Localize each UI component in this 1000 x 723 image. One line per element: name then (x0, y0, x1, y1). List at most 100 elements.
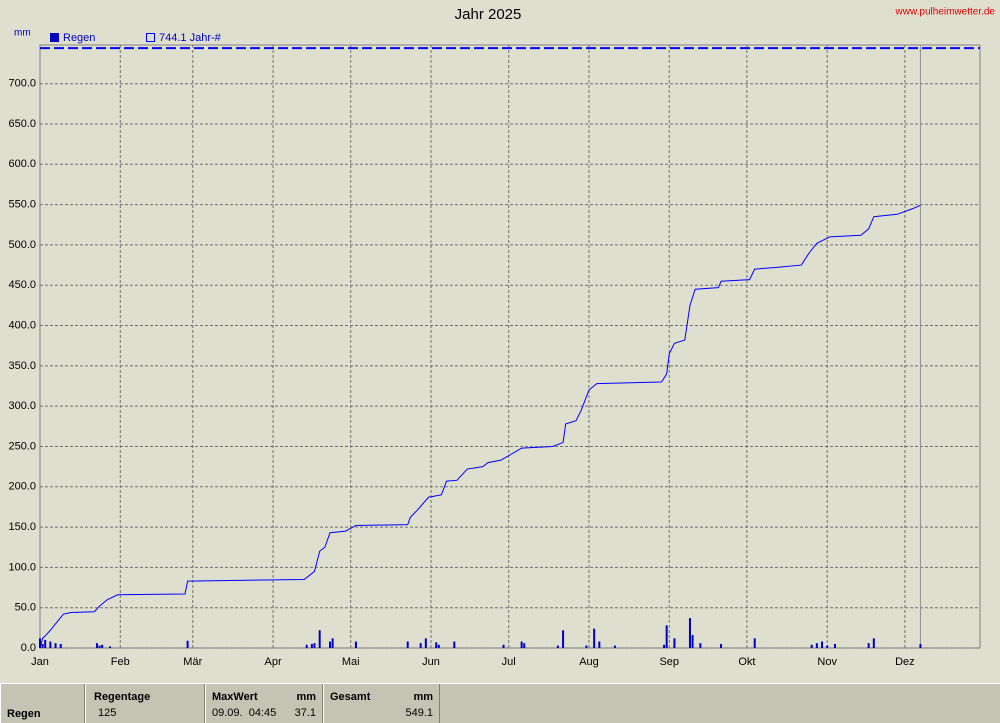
x-tick-label: Jul (502, 656, 516, 668)
legend-label: Regen (63, 32, 95, 44)
bar (54, 643, 57, 648)
unit: mm (413, 691, 433, 703)
source: www.pulheimwetter.de (895, 7, 996, 18)
bar (331, 638, 334, 648)
y-tick-label: 50.0 (15, 602, 36, 614)
bar (585, 645, 588, 648)
bar (406, 641, 409, 648)
bar (437, 644, 440, 648)
y-tick-label: 300.0 (8, 400, 36, 412)
bar (318, 630, 321, 648)
header: Gesamt (330, 691, 371, 703)
date: 09.09. 04:45 (212, 707, 277, 719)
bar (699, 643, 702, 648)
bar (435, 642, 438, 648)
legend-swatch (146, 33, 155, 42)
x-tick-label: Nov (817, 656, 837, 668)
row-label-cell: Regen (0, 684, 85, 723)
bar (453, 641, 456, 648)
x-tick-label: Apr (264, 656, 281, 668)
x-tick-label: Sep (659, 656, 679, 668)
header: Regentage (94, 691, 151, 703)
chart-title: Jahr 2025 (455, 6, 522, 23)
bar (821, 641, 824, 648)
bar (520, 641, 523, 648)
bar (502, 644, 505, 648)
bar (101, 644, 104, 648)
bar (424, 638, 427, 648)
bar (691, 635, 694, 648)
x-tick-label: Feb (111, 656, 130, 668)
bar (753, 638, 756, 648)
bar (305, 644, 308, 648)
bar (41, 643, 44, 648)
bar (872, 638, 875, 648)
bar (556, 645, 559, 648)
bar (598, 641, 601, 648)
bar (833, 643, 836, 648)
bar (329, 641, 332, 648)
y-tick-label: 250.0 (8, 440, 36, 452)
y-tick-label: 150.0 (8, 521, 36, 533)
y-tick-label: 450.0 (8, 279, 36, 291)
bar (613, 645, 616, 648)
y-tick-label: 350.0 (8, 360, 36, 372)
y-tick-label: 200.0 (8, 481, 36, 493)
bar (665, 625, 668, 648)
bar (673, 638, 676, 648)
bar (688, 618, 691, 648)
bar (562, 630, 565, 648)
bar (523, 643, 526, 648)
x-tick-label: Jun (422, 656, 440, 668)
y-tick-label: 550.0 (8, 199, 36, 211)
y-tick-label: 650.0 (8, 118, 36, 130)
x-tick-label: Jan (31, 656, 49, 668)
bar (815, 643, 818, 648)
maxwert-cell: MaxWert mm 09.09. 04:45 37.1 (205, 684, 323, 723)
bar (98, 645, 101, 648)
chart: Jahr 2025 www.pulheimwetter.de mm 0.0 50.… (8, 6, 996, 668)
y-tick-label: 0.0 (21, 642, 36, 654)
bar (310, 643, 313, 648)
bar (186, 640, 189, 648)
x-tick-label: Mär (183, 656, 202, 668)
bar (49, 641, 52, 648)
cumulative-line (39, 204, 921, 649)
bar (826, 645, 829, 648)
bar (419, 643, 422, 648)
bar (919, 643, 922, 648)
x-tick-label: Mai (342, 656, 360, 668)
header: MaxWert (212, 691, 258, 703)
bar (810, 644, 813, 648)
bar (95, 643, 98, 648)
y-tick-label: 500.0 (8, 239, 36, 251)
y-tick-label: 400.0 (8, 319, 36, 331)
value: 549.1 (405, 707, 433, 719)
bar (59, 643, 62, 648)
x-tick-label: Okt (738, 656, 755, 668)
unit: mm (296, 691, 316, 703)
x-tick-label: Dez (895, 656, 915, 668)
plot-area (39, 44, 981, 649)
bar (593, 628, 596, 648)
y-tick-label: 600.0 (8, 158, 36, 170)
value: 37.1 (294, 707, 316, 719)
bar (44, 639, 47, 648)
bar (867, 643, 870, 648)
regentage-cell: Regentage 125 (85, 684, 205, 723)
bar (39, 638, 41, 648)
y-axis-label: mm (14, 28, 31, 39)
x-tick-label: Aug (579, 656, 599, 668)
legend-label: 744.1 Jahr-# (159, 32, 222, 44)
summary-panel: Regen Regentage 125 MaxWert mm 09.09. 04… (0, 683, 1000, 723)
y-tick-label: 100.0 (8, 561, 36, 573)
value: 125 (98, 707, 117, 719)
gesamt-cell: Gesamt mm 549.1 (323, 684, 440, 723)
bar (313, 643, 316, 648)
legend-swatch (50, 33, 59, 42)
bar (108, 646, 111, 648)
y-tick-label: 700.0 (8, 78, 36, 90)
bar (354, 641, 357, 648)
bar (720, 643, 723, 648)
